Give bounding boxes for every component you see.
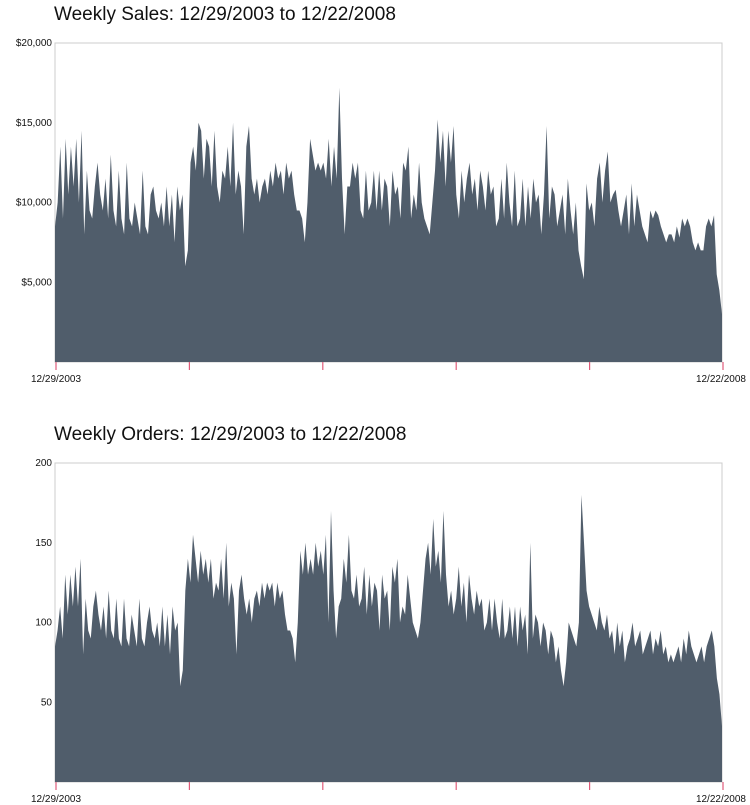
weekly-sales-chart: Weekly Sales: 12/29/2003 to 12/22/2008 $…: [0, 0, 750, 400]
x-tick-label: 12/29/2003: [31, 374, 81, 385]
series-area: [55, 87, 722, 362]
y-tick-label: $10,000: [16, 198, 53, 209]
y-tick-label: 50: [41, 697, 53, 708]
x-tick-label: 12/22/2008: [696, 374, 746, 385]
y-tick-label: 150: [35, 538, 52, 549]
y-tick-label: $5,000: [21, 277, 52, 288]
x-tick-label: 12/22/2008: [696, 794, 746, 805]
weekly-orders-plot: 50 100 150 200 12/29/2003 12/22/2008: [31, 458, 746, 805]
x-tick-label: 12/29/2003: [31, 794, 81, 805]
chart-title: Weekly Orders: 12/29/2003 to 12/22/2008: [54, 424, 407, 445]
y-tick-label: $15,000: [16, 118, 53, 129]
weekly-sales-plot: $5,000 $10,000 $15,000 $20,000 12/29/2003 12/…: [16, 38, 747, 385]
y-tick-label: $20,000: [16, 38, 53, 49]
series-area: [55, 494, 722, 782]
chart-title: Weekly Sales: 12/29/2003 to 12/22/2008: [54, 4, 396, 25]
y-tick-label: 100: [35, 618, 52, 629]
weekly-orders-chart: Weekly Orders: 12/29/2003 to 12/22/2008 …: [0, 420, 750, 805]
y-tick-label: 200: [35, 458, 52, 469]
